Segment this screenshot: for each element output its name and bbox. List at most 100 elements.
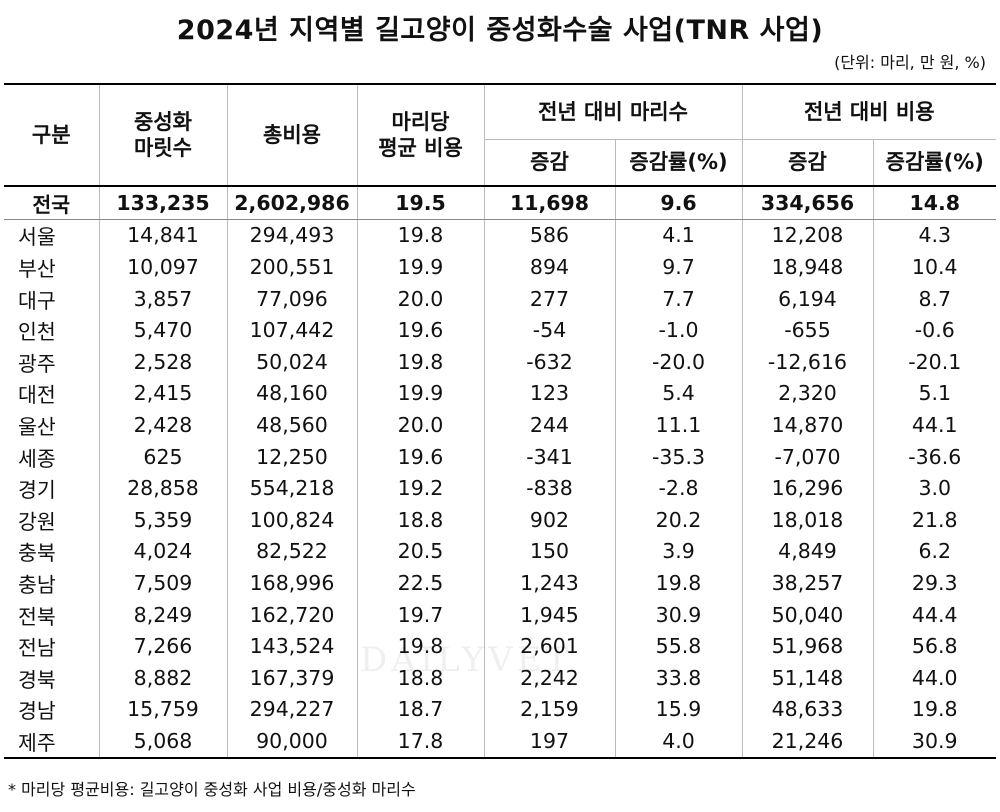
region-cell: 세종 [18,446,56,471]
cost-change-cell: 21,246 [741,725,873,759]
avg-cost-cell: 19.8 [356,219,484,252]
total-cost-cell: 294,493 [226,219,357,252]
cost-change-cell: 2,320 [741,377,873,410]
count-change-cell: 902 [483,503,615,536]
count-change-cell: 123 [483,377,615,410]
avg-cost-cell: 20.5 [356,535,484,568]
total-cost-cell: 48,160 [226,377,357,410]
cost-change-cell: 18,948 [741,251,873,283]
table-row: 충남 7,509 168,996 22.5 1,243 19.8 38,257 29.3 [4,567,997,599]
count-cell: 8,249 [98,598,227,631]
count-cell: 2,428 [98,409,227,441]
cost-change-cell: 48,633 [741,693,873,726]
count-change-cell: 2,159 [483,693,615,726]
region-cell: 충남 [18,572,56,597]
table-row: 서울 14,841 294,493 19.8 586 4.1 12,208 4.3 [4,219,997,252]
cost-change-cell: -7,070 [741,440,873,473]
header-cost-rate: 증감률(%) [872,139,997,186]
cost-change-cell: 334,656 [741,186,873,220]
unit-note: (단위: 마리, 만 원, %) [834,53,986,72]
cost-change-cell: 38,257 [741,567,873,599]
region-cell: 대구 [18,288,56,313]
count-change-cell: -838 [483,472,615,504]
cost-rate-cell: 44.4 [872,598,997,631]
count-cell: 28,858 [98,472,227,504]
avg-cost-cell: 19.2 [356,472,484,504]
cost-rate-cell: 29.3 [872,567,997,599]
region-cell: 울산 [18,414,56,439]
region-cell: 전북 [18,604,56,629]
count-change-cell: 1,945 [483,598,615,631]
cost-change-cell: 4,849 [741,535,873,568]
header-yoy-cost: 전년 대비 비용 [741,84,997,140]
count-rate-cell: -1.0 [614,314,742,346]
count-rate-cell: 5.4 [614,377,742,410]
table-row: 경기 28,858 554,218 19.2 -838 -2.8 16,296 3.0 [4,472,997,504]
count-cell: 5,359 [98,503,227,536]
table-row: 인천 5,470 107,442 19.6 -54 -1.0 -655 -0.6 [4,314,997,346]
region-cell: 서울 [18,225,56,250]
cost-rate-cell: 3.0 [872,472,997,504]
total-cost-cell: 200,551 [226,251,357,283]
count-cell: 625 [98,440,227,473]
cost-change-cell: 14,870 [741,409,873,441]
avg-cost-cell: 19.6 [356,314,484,346]
count-change-cell: 277 [483,282,615,315]
count-rate-cell: 11.1 [614,409,742,441]
cost-rate-cell: 30.9 [872,725,997,759]
cost-rate-cell: -20.1 [872,345,997,378]
region-cell: 강원 [18,509,56,534]
table-row: 전북 8,249 162,720 19.7 1,945 30.9 50,040 44.4 [4,598,997,631]
total-cost-cell: 554,218 [226,472,357,504]
region-cell: 충북 [18,541,56,566]
avg-cost-cell: 19.7 [356,598,484,631]
count-cell: 2,415 [98,377,227,410]
table-row: 경남 15,759 294,227 18.7 2,159 15.9 48,633 19.8 [4,693,997,726]
avg-cost-cell: 20.0 [356,409,484,441]
count-change-cell: 1,243 [483,567,615,599]
cost-rate-cell: 14.8 [872,186,997,220]
total-cost-cell: 82,522 [226,535,357,568]
cost-rate-cell: 10.4 [872,251,997,283]
total-cost-cell: 90,000 [226,725,357,759]
region-cell: 제주 [4,725,99,759]
table-row: 충북 4,024 82,522 20.5 150 3.9 4,849 6.2 [4,535,997,568]
total-cost-cell: 77,096 [226,282,357,315]
region-cell: 대전 [18,383,56,408]
cost-change-cell: 18,018 [741,503,873,536]
cost-rate-cell: 19.8 [872,693,997,726]
count-change-cell: 197 [483,725,615,759]
table-row: 부산 10,097 200,551 19.9 894 9.7 18,948 10.4 [4,251,997,283]
count-cell: 5,068 [98,725,227,759]
region-cell: 경북 [18,667,56,692]
avg-cost-cell: 19.8 [356,630,484,662]
count-rate-cell: -20.0 [614,345,742,378]
region-cell: 전남 [18,636,56,661]
avg-cost-cell: 18.8 [356,661,484,694]
region-cell: 전국 [4,186,99,220]
count-change-cell: -632 [483,345,615,378]
count-change-cell: 586 [483,219,615,252]
count-change-cell: 150 [483,535,615,568]
footnote: * 마리당 평균비용: 길고양이 중성화 사업 비용/중성화 마리수 [8,780,416,799]
header-total-cost: 총비용 [226,84,357,186]
cost-rate-cell: -0.6 [872,314,997,346]
cost-rate-cell: -36.6 [872,440,997,473]
cost-rate-cell: 56.8 [872,630,997,662]
cost-change-cell: 50,040 [741,598,873,631]
total-cost-cell: 143,524 [226,630,357,662]
total-cost-cell: 100,824 [226,503,357,536]
cost-rate-cell: 8.7 [872,282,997,315]
table-body: 전국 133,235 2,602,986 19.5 11,698 9.6 334,656 14… [4,186,997,759]
cost-change-cell: 16,296 [741,472,873,504]
count-rate-cell: 9.7 [614,251,742,283]
total-cost-cell: 168,996 [226,567,357,599]
watermark: DAILYVET [360,640,573,680]
count-cell: 7,266 [98,630,227,662]
count-rate-cell: 55.8 [614,630,742,662]
header-count-label: 중성화 마릿수 [134,109,192,160]
count-rate-cell: 15.9 [614,693,742,726]
count-change-cell: 11,698 [483,186,615,220]
header-count-rate: 증감률(%) [614,139,742,186]
region-cell: 광주 [18,351,56,376]
